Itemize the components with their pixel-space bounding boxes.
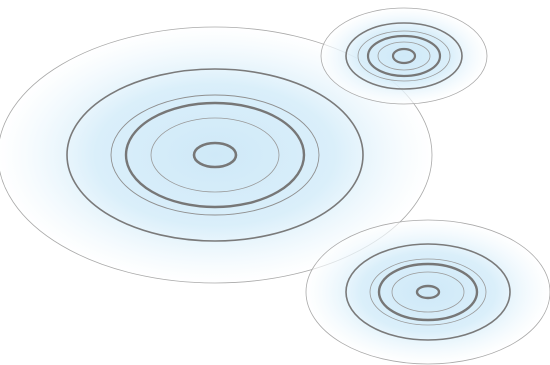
bottom-right-ripple: [306, 220, 550, 364]
ripple-glow: [306, 220, 550, 364]
top-right-ripple: [321, 8, 487, 104]
